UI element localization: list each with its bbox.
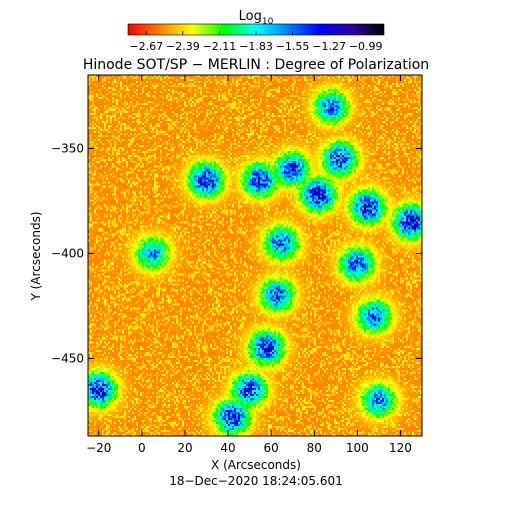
x-tick-label: 100 <box>346 441 369 455</box>
y-tick-label: −400 <box>51 246 84 260</box>
colorbar-tick-label: −2.67 <box>129 40 163 53</box>
x-tick-label: 0 <box>138 441 146 455</box>
colorbar-tick-label: −1.55 <box>276 40 310 53</box>
colorbar-tick-label: −0.99 <box>349 40 383 53</box>
x-tick-label: 80 <box>307 441 322 455</box>
colorbar-ticks: −2.67 −2.39 −2.11 −1.83 −1.55 −1.27 −0.99 <box>129 31 383 53</box>
timestamp: 18−Dec−2020 18:24:05.601 <box>169 474 343 488</box>
x-axis-ticks: −20 0 20 40 60 80 100 120 <box>86 75 412 455</box>
plot-frame <box>87 74 423 437</box>
y-tick-label: −450 <box>51 351 84 365</box>
colorbar-tick-label: −1.27 <box>312 40 346 53</box>
y-axis-label: Y (Arcseconds) <box>29 211 43 301</box>
heatmap-image <box>88 75 422 436</box>
y-tick-label: −350 <box>51 141 84 155</box>
colorbar-label-sub: 10 <box>262 17 274 27</box>
x-tick-label: 20 <box>177 441 192 455</box>
chart-title: Hinode SOT/SP − MERLIN : Degree of Polar… <box>83 57 429 73</box>
colorbar-tick-label: −2.11 <box>203 40 237 53</box>
colorbar-label: Log10 <box>239 9 274 27</box>
x-tick-label: 40 <box>220 441 235 455</box>
colorbar-tick-label: −1.83 <box>239 40 273 53</box>
colorbar-tick-label: −2.39 <box>166 40 200 53</box>
x-tick-label: 60 <box>264 441 279 455</box>
colorbar: Log10 −2.67 −2.39 −2.11 −1.83 −1.55 −1.27 −0.9… <box>127 9 385 53</box>
x-axis-label: X (Arcseconds) <box>211 458 301 472</box>
plot-area <box>87 74 423 437</box>
x-tick-label: 120 <box>389 441 412 455</box>
x-tick-label: −20 <box>86 441 111 455</box>
colorbar-label-base: Log <box>239 9 262 24</box>
y-axis-ticks: −350 −400 −450 <box>51 141 422 365</box>
